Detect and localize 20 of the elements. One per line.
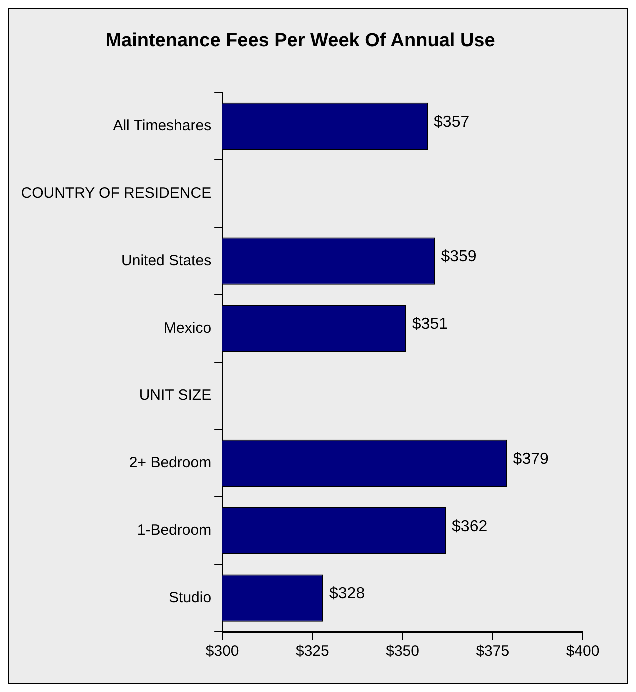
y-tick-label: UNIT SIZE <box>139 387 212 404</box>
data-label: $379 <box>513 450 550 468</box>
x-tick-label: $400 <box>566 643 600 660</box>
x-tick-label: $375 <box>476 643 510 660</box>
y-tick-label: United States <box>122 252 212 270</box>
y-tick-label: All Timeshares <box>113 118 212 135</box>
y-tick-label: 2+ Bedroom <box>129 454 212 472</box>
y-tick-label: Studio <box>169 589 212 606</box>
data-label: $351 <box>412 316 448 334</box>
data-label: $362 <box>452 518 488 536</box>
y-tick-label: COUNTRY OF RESIDENCE <box>21 185 212 202</box>
data-label: $357 <box>434 114 470 131</box>
x-tick-label: $300 <box>206 643 240 660</box>
y-tick-label: Mexico <box>164 320 212 337</box>
y-tick-label: 1-Bedroom <box>137 522 212 540</box>
x-tick-label: $350 <box>386 643 420 660</box>
data-label: $359 <box>441 248 477 266</box>
data-label: $328 <box>329 586 366 603</box>
chart-title: Maintenance Fees Per Week Of Annual Use <box>106 30 496 52</box>
x-tick-label: $325 <box>296 643 330 660</box>
